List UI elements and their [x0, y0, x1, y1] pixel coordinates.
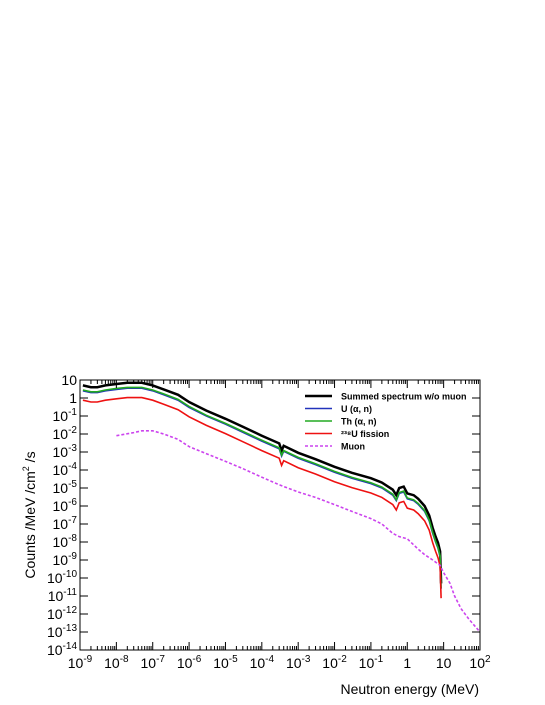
axis-tick-labels: 10-9 10-8 10-7 10-6 10-5 10-4 10-3 10-2 10-1 1 10 1…	[47, 372, 491, 671]
x-tick-label: 1	[403, 655, 411, 671]
x-tick-label: 10-4	[250, 654, 275, 671]
legend-label: U (α, n)	[341, 404, 372, 414]
x-tick-label: 10-9	[68, 654, 93, 671]
legend: Summed spectrum w/o muon U (α, n) Th (α, n…	[305, 392, 467, 452]
x-tick-label: 10-7	[140, 654, 165, 671]
x-axis-label: Neutron energy (MeV)	[340, 681, 479, 697]
y-tick-label: 10-12	[47, 605, 77, 622]
y-tick-label: 10-9	[53, 551, 78, 568]
x-tick-label: 102	[469, 654, 491, 671]
series-group	[82, 381, 480, 633]
legend-label: Muon	[341, 442, 365, 452]
x-tick-label: 10	[436, 655, 452, 671]
x-tick-label: 10-6	[177, 654, 202, 671]
y-tick-label: 10-14	[47, 641, 77, 658]
plot-frame	[79, 379, 481, 651]
axis-ticks	[79, 379, 481, 651]
y-tick-label: 10-4	[53, 461, 78, 478]
y-tick-label: 10-11	[48, 587, 78, 604]
y-tick-label: 10-13	[47, 623, 77, 640]
y-axis-label-main: Counts /MeV /cm	[22, 471, 38, 578]
y-axis-label: Counts /MeV /cm2 /s	[21, 451, 38, 578]
series-line	[116, 429, 480, 633]
x-tick-label: 10-1	[359, 654, 384, 671]
y-tick-label: 10-6	[53, 497, 78, 514]
legend-label: Summed spectrum w/o muon	[341, 392, 467, 402]
y-tick-label: 1	[69, 390, 77, 406]
y-tick-label: 10-2	[53, 425, 78, 442]
y-tick-label: 10-1	[53, 407, 78, 424]
series-line	[82, 381, 443, 584]
y-tick-label: 10	[61, 372, 77, 388]
x-tick-label: 10-5	[213, 654, 238, 671]
y-tick-label: 10-3	[53, 443, 78, 460]
series-line	[82, 386, 442, 589]
y-tick-label: 10-10	[47, 569, 77, 586]
y-tick-label: 10-7	[53, 515, 78, 532]
series-line	[82, 396, 442, 599]
legend-label: Th (α, n)	[341, 417, 377, 427]
series-line	[82, 387, 442, 589]
y-axis-label-tail: /s	[22, 451, 38, 466]
y-axis-label-exponent: 2	[21, 466, 31, 471]
x-tick-label: 10-2	[322, 654, 347, 671]
x-tick-label: 10-8	[104, 654, 129, 671]
legend-label: ²³⁸U fission	[341, 429, 389, 439]
y-tick-label: 10-8	[53, 533, 78, 550]
x-tick-label: 10-3	[286, 654, 311, 671]
y-tick-label: 10-5	[53, 479, 78, 496]
